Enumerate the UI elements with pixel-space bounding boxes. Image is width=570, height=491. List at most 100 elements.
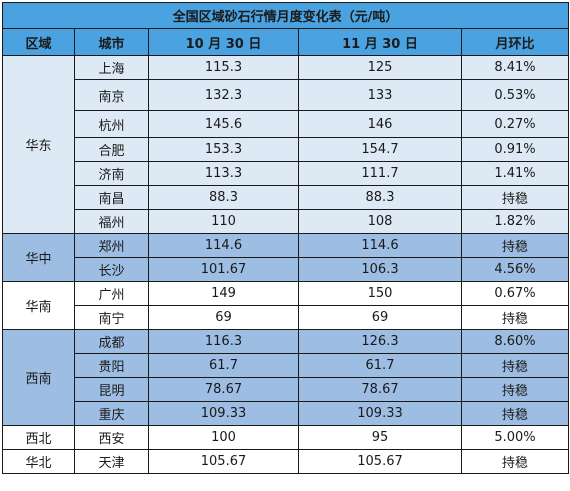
city-cell: 郑州 <box>74 233 149 258</box>
city-cell: 昆明 <box>74 377 149 402</box>
nov-price-cell: 78.67 <box>298 377 462 402</box>
mom-change-cell: 8.41% <box>460 55 570 80</box>
table-row: 华中 郑州 114.6 114.6 持稳 <box>2 233 570 282</box>
region-cell: 华中 <box>2 233 75 282</box>
price-table: 全国区域砂石行情月度变化表（元/吨） 区域 城市 10 月 30 日 11 月 … <box>1 2 570 474</box>
nov-price-cell: 69 <box>298 305 462 330</box>
oct-price-cell: 78.67 <box>148 377 299 402</box>
table-title: 全国区域砂石行情月度变化表（元/吨） <box>1 2 570 29</box>
nov-price-cell: 133 <box>298 79 462 111</box>
table-row: 济南 113.3 111.7 1.41% <box>3 161 570 186</box>
table-row: 杭州 145.6 146 0.27% <box>3 110 570 138</box>
city-cell: 南昌 <box>74 185 149 210</box>
oct-price-cell: 69 <box>148 305 299 330</box>
oct-price-cell: 149 <box>148 281 299 306</box>
table-row: 西南 成都 116.3 126.3 8.60% <box>2 329 570 426</box>
city-cell: 重庆 <box>74 401 149 426</box>
region-cell: 西南 <box>2 329 75 426</box>
city-cell: 济南 <box>74 161 149 186</box>
nov-price-cell: 150 <box>298 281 462 306</box>
mom-change-cell: 持稳 <box>460 305 570 330</box>
table-row: 华东 上海 115.3 125 8.41% <box>2 55 570 234</box>
nov-price-cell: 154.7 <box>298 137 462 162</box>
city-cell: 成都 <box>74 329 149 354</box>
table-row: 重庆 109.33 109.33 持稳 <box>3 401 570 426</box>
city-cell: 贵阳 <box>74 353 149 378</box>
table-row: 福州 110 108 1.82% <box>3 209 570 234</box>
mom-change-cell: 持稳 <box>460 449 570 474</box>
mom-change-cell: 0.67% <box>460 281 570 306</box>
nov-price-cell: 126.3 <box>298 329 462 354</box>
mom-change-cell: 5.00% <box>460 425 570 450</box>
header-city: 城市 <box>74 28 149 56</box>
mom-change-cell: 持稳 <box>460 233 570 258</box>
oct-price-cell: 110 <box>148 209 299 234</box>
nov-price-cell: 108 <box>298 209 462 234</box>
mom-change-cell: 1.41% <box>460 161 570 186</box>
city-cell: 杭州 <box>74 110 149 138</box>
mom-change-cell: 0.27% <box>460 110 570 138</box>
city-cell: 南宁 <box>74 305 149 330</box>
table-row: 合肥 153.3 154.7 0.91% <box>3 137 570 162</box>
table-row: 华南 广州 149 150 0.67% <box>2 281 570 330</box>
nov-price-cell: 109.33 <box>298 401 462 426</box>
table-row: 南昌 88.3 88.3 持稳 <box>3 185 570 210</box>
nov-price-cell: 61.7 <box>298 353 462 378</box>
mom-change-cell: 4.56% <box>460 257 570 282</box>
city-cell: 天津 <box>74 449 149 474</box>
table-row: 长沙 101.67 106.3 4.56% <box>3 257 570 282</box>
oct-price-cell: 132.3 <box>148 79 299 111</box>
mom-change-cell: 0.91% <box>460 137 570 162</box>
nov-price-cell: 111.7 <box>298 161 462 186</box>
table-row: 南宁 69 69 持稳 <box>3 305 570 330</box>
nov-price-cell: 88.3 <box>298 185 462 210</box>
nov-price-cell: 105.67 <box>298 449 462 474</box>
region-cell: 西北 <box>2 425 75 450</box>
table-row: 南京 132.3 133 0.53% <box>3 79 570 111</box>
table-row: 昆明 78.67 78.67 持稳 <box>3 377 570 402</box>
region-cell: 华南 <box>2 281 75 330</box>
oct-price-cell: 100 <box>148 425 299 450</box>
oct-price-cell: 105.67 <box>148 449 299 474</box>
oct-price-cell: 109.33 <box>148 401 299 426</box>
city-cell: 合肥 <box>74 137 149 162</box>
oct-price-cell: 116.3 <box>148 329 299 354</box>
city-cell: 西安 <box>74 425 149 450</box>
city-cell: 长沙 <box>74 257 149 282</box>
nov-price-cell: 95 <box>298 425 462 450</box>
oct-price-cell: 113.3 <box>148 161 299 186</box>
nov-price-cell: 125 <box>298 55 462 80</box>
city-cell: 福州 <box>74 209 149 234</box>
header-nov-30: 11 月 30 日 <box>298 28 462 56</box>
header-row: 区域 城市 10 月 30 日 11 月 30 日 月环比 <box>2 28 570 56</box>
nov-price-cell: 106.3 <box>298 257 462 282</box>
table-row: 贵阳 61.7 61.7 持稳 <box>3 353 570 378</box>
mom-change-cell: 持稳 <box>460 401 570 426</box>
oct-price-cell: 101.67 <box>148 257 299 282</box>
oct-price-cell: 145.6 <box>148 110 299 138</box>
nov-price-cell: 146 <box>298 110 462 138</box>
table-row: 华北 天津 105.67 105.67 持稳 <box>2 449 570 474</box>
oct-price-cell: 153.3 <box>148 137 299 162</box>
city-cell: 上海 <box>74 55 149 80</box>
title-row: 全国区域砂石行情月度变化表（元/吨） <box>1 2 570 29</box>
table-body: 全国区域砂石行情月度变化表（元/吨） 区域 城市 10 月 30 日 11 月 … <box>1 2 570 474</box>
mom-change-cell: 0.53% <box>460 79 570 111</box>
oct-price-cell: 61.7 <box>148 353 299 378</box>
mom-change-cell: 8.60% <box>460 329 570 354</box>
mom-change-cell: 持稳 <box>460 185 570 210</box>
nov-price-cell: 114.6 <box>298 233 462 258</box>
header-oct-30: 10 月 30 日 <box>148 28 299 56</box>
header-mom-change: 月环比 <box>460 28 570 56</box>
region-cell: 华北 <box>2 449 75 474</box>
city-cell: 广州 <box>74 281 149 306</box>
city-cell: 南京 <box>74 79 149 111</box>
oct-price-cell: 88.3 <box>148 185 299 210</box>
oct-price-cell: 115.3 <box>148 55 299 80</box>
mom-change-cell: 1.82% <box>460 209 570 234</box>
mom-change-cell: 持稳 <box>460 377 570 402</box>
region-cell: 华东 <box>2 55 75 234</box>
table-row: 西北 西安 100 95 5.00% <box>2 425 570 450</box>
mom-change-cell: 持稳 <box>460 353 570 378</box>
